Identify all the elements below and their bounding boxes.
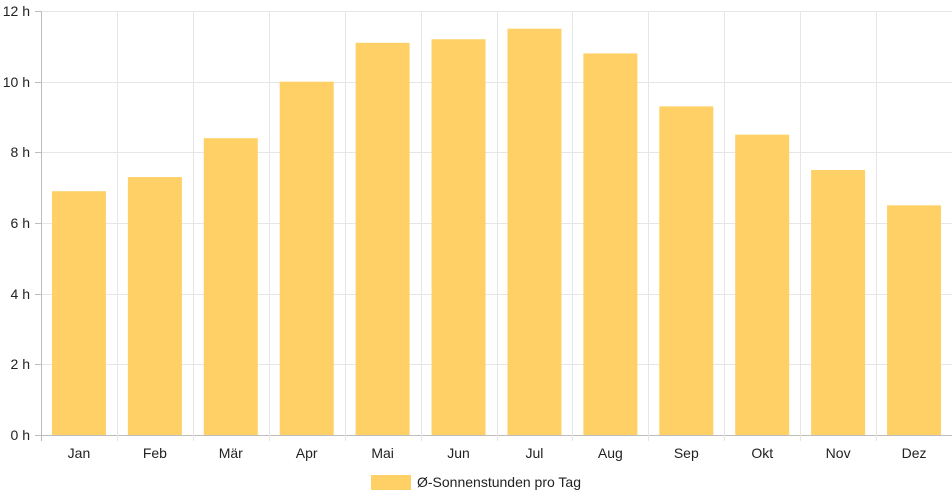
legend-swatch[interactable] xyxy=(371,475,411,490)
x-tick-label: Sep xyxy=(674,445,699,461)
bar-jun[interactable] xyxy=(431,39,486,436)
bar-okt[interactable] xyxy=(735,134,790,436)
y-tick-label: 12 h xyxy=(3,3,30,19)
x-tick-label: Jun xyxy=(447,445,470,461)
bar-jul[interactable] xyxy=(507,28,562,435)
bar-sep[interactable] xyxy=(659,106,714,436)
x-tick-label: Mai xyxy=(371,445,394,461)
bar-mär[interactable] xyxy=(203,138,258,435)
x-axis: Jan Feb Mär Apr Mai Jun Jul Aug Sep Okt Nov Dez xyxy=(68,445,927,461)
y-tick-label: 4 h xyxy=(11,286,30,302)
bar-aug[interactable] xyxy=(583,53,638,436)
y-tick-label: 2 h xyxy=(11,356,30,372)
x-tick-label: Jul xyxy=(526,445,544,461)
y-axis: 0 h 2 h 4 h 6 h 8 h 10 h 12 h xyxy=(3,3,30,443)
bars xyxy=(51,28,942,436)
grid-lines xyxy=(35,11,952,441)
bar-feb[interactable] xyxy=(127,177,182,435)
y-tick-label: 8 h xyxy=(11,144,30,160)
x-tick-label: Dez xyxy=(902,445,927,461)
y-tick-label: 6 h xyxy=(11,215,30,231)
bar-mai[interactable] xyxy=(355,42,410,436)
x-tick-label: Aug xyxy=(598,445,623,461)
bar-apr[interactable] xyxy=(279,81,334,436)
legend-label[interactable]: Ø-Sonnenstunden pro Tag xyxy=(417,474,581,490)
y-tick-label: 10 h xyxy=(3,74,30,90)
bar-nov[interactable] xyxy=(811,170,866,435)
x-tick-label: Nov xyxy=(826,445,851,461)
x-tick-label: Jan xyxy=(68,445,91,461)
x-tick-label: Mär xyxy=(219,445,243,461)
x-tick-label: Apr xyxy=(296,445,318,461)
bar-dez[interactable] xyxy=(887,205,942,435)
legend[interactable]: Ø-Sonnenstunden pro Tag xyxy=(371,474,581,490)
y-tick-label: 0 h xyxy=(11,427,30,443)
x-tick-label: Feb xyxy=(143,445,167,461)
bar-jan[interactable] xyxy=(51,191,106,435)
x-tick-label: Okt xyxy=(751,445,773,461)
